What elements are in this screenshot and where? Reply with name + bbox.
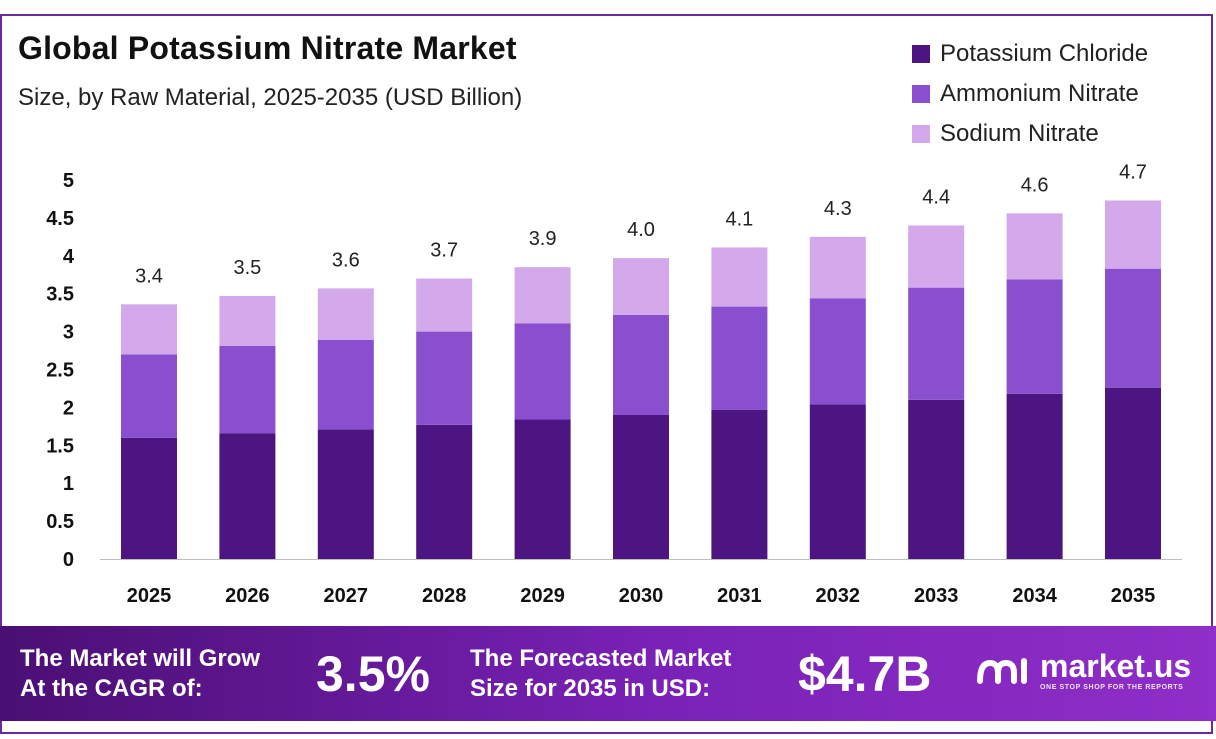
- y-tick-label: 5: [63, 170, 74, 192]
- bar-segment-sodium-nitrate: [317, 288, 374, 340]
- bar-segment-potassium-chloride: [514, 419, 571, 559]
- bar-segment-sodium-nitrate: [416, 278, 473, 332]
- bar-segment-sodium-nitrate: [809, 236, 866, 299]
- bar-segment-potassium-chloride: [1105, 387, 1161, 559]
- bar-segment-sodium-nitrate: [514, 267, 571, 324]
- chart-plot: 0 0.5 1 1.5 2 2.5 3 3.5 4 4.5 5 3.4 2025 3.5 2026 3.6 20…: [46, 161, 1182, 607]
- brand-tagline: ONE STOP SHOP FOR THE REPORTS: [1040, 684, 1184, 691]
- bar-segment-potassium-chloride: [317, 429, 374, 559]
- brand-logo: market.us ONE STOP SHOP FOR THE REPORTS: [976, 650, 1191, 691]
- bar-segment-ammonium-nitrate: [1105, 268, 1161, 388]
- forecast-label-line1: The Forecasted Market: [470, 645, 732, 672]
- bar-segment-potassium-chloride: [1006, 393, 1063, 559]
- x-tick-label: 2035: [1111, 585, 1156, 607]
- bar-segment-potassium-chloride: [711, 409, 768, 559]
- y-tick-label: 2: [63, 397, 74, 419]
- bar-segment-ammonium-nitrate: [908, 287, 965, 400]
- data-label-total: 4.7: [1119, 161, 1147, 183]
- bar-segment-potassium-chloride: [809, 404, 866, 559]
- bar-segment-ammonium-nitrate: [219, 346, 276, 434]
- bar-segment-sodium-nitrate: [711, 247, 768, 307]
- bar-segment-ammonium-nitrate: [416, 331, 473, 425]
- legend-label: Potassium Chloride: [940, 40, 1149, 67]
- bar-segment-sodium-nitrate: [613, 258, 669, 315]
- bar-segment-sodium-nitrate: [1105, 200, 1161, 269]
- data-label-total: 3.9: [529, 228, 557, 250]
- cagr-label-line2: At the CAGR of:: [20, 675, 203, 702]
- data-label-total: 4.1: [725, 208, 753, 230]
- y-tick-label: 1: [63, 473, 74, 495]
- forecast-label-line2: Size for 2035 in USD:: [470, 675, 711, 702]
- chart-subtitle: Size, by Raw Material, 2025-2035 (USD Bi…: [18, 84, 523, 111]
- x-tick-label: 2032: [816, 585, 861, 607]
- brand-text: market.us ONE STOP SHOP FOR THE REPORTS: [1040, 650, 1191, 691]
- bar-segment-ammonium-nitrate: [317, 339, 374, 430]
- bar-segment-sodium-nitrate: [908, 225, 965, 288]
- x-tick-label: 2029: [520, 585, 565, 607]
- bar-segment-ammonium-nitrate: [613, 314, 669, 415]
- x-tick-label: 2033: [914, 585, 959, 607]
- cagr-label: The Market will Grow At the CAGR of:: [20, 644, 260, 704]
- data-label-total: 4.6: [1021, 174, 1049, 196]
- forecast-value: $4.7B: [798, 646, 932, 702]
- bar-segment-ammonium-nitrate: [514, 323, 571, 420]
- x-tick-label: 2026: [225, 585, 270, 607]
- summary-banner: The Market will Grow At the CAGR of: 3.5…: [0, 626, 1216, 721]
- y-tick-label: 3.5: [46, 284, 74, 306]
- x-tick-label: 2030: [619, 585, 664, 607]
- legend-label: Ammonium Nitrate: [940, 80, 1139, 107]
- cagr-label-line1: The Market will Grow: [20, 645, 261, 672]
- legend-swatch-potassium-chloride: [912, 45, 930, 63]
- y-tick-label: 0: [63, 549, 74, 571]
- data-label-total: 4.3: [824, 198, 852, 220]
- bar-segment-ammonium-nitrate: [121, 354, 177, 438]
- data-label-total: 3.7: [430, 240, 458, 262]
- x-tick-label: 2034: [1012, 585, 1057, 607]
- chart-legend: Potassium Chloride Ammonium Nitrate Sodi…: [912, 34, 1148, 154]
- y-tick-label: 3: [63, 322, 74, 344]
- y-tick-label: 0.5: [46, 511, 74, 533]
- legend-swatch-ammonium-nitrate: [912, 85, 930, 103]
- y-tick-label: 2.5: [46, 360, 74, 382]
- data-label-total: 4.0: [627, 219, 655, 241]
- y-tick-label: 4: [63, 246, 75, 268]
- brand-name: market.us: [1040, 648, 1192, 684]
- bar-segment-potassium-chloride: [219, 433, 276, 559]
- bar-segment-potassium-chloride: [613, 414, 669, 559]
- data-label-total: 4.4: [922, 186, 950, 208]
- chart-title: Global Potassium Nitrate Market: [18, 30, 517, 66]
- x-tick-label: 2028: [422, 585, 467, 607]
- bar-segment-ammonium-nitrate: [809, 298, 866, 405]
- bar-segment-potassium-chloride: [416, 424, 473, 559]
- bar-segment-sodium-nitrate: [121, 304, 177, 355]
- legend-item-sodium-nitrate: Sodium Nitrate: [912, 114, 1148, 154]
- bar-segment-ammonium-nitrate: [711, 306, 768, 410]
- y-tick-label: 1.5: [46, 435, 74, 457]
- data-label-total: 3.4: [135, 265, 163, 287]
- bar-segment-potassium-chloride: [908, 399, 965, 559]
- x-tick-label: 2031: [717, 585, 762, 607]
- bar-segment-ammonium-nitrate: [1006, 279, 1063, 394]
- legend-item-ammonium-nitrate: Ammonium Nitrate: [912, 74, 1148, 114]
- forecast-label: The Forecasted Market Size for 2035 in U…: [470, 644, 731, 704]
- data-label-total: 3.5: [233, 257, 261, 279]
- legend-swatch-sodium-nitrate: [912, 125, 930, 143]
- bar-segment-sodium-nitrate: [219, 295, 276, 347]
- bar-segment-potassium-chloride: [121, 437, 177, 559]
- legend-label: Sodium Nitrate: [940, 120, 1099, 147]
- cagr-value: 3.5%: [316, 646, 430, 702]
- x-tick-label: 2025: [127, 585, 172, 607]
- y-tick-label: 4.5: [46, 208, 74, 230]
- legend-item-potassium-chloride: Potassium Chloride: [912, 34, 1148, 74]
- data-label-total: 3.6: [332, 249, 360, 271]
- x-tick-label: 2027: [324, 585, 369, 607]
- bar-segment-sodium-nitrate: [1006, 213, 1063, 280]
- market-us-logo-icon: [977, 657, 1027, 684]
